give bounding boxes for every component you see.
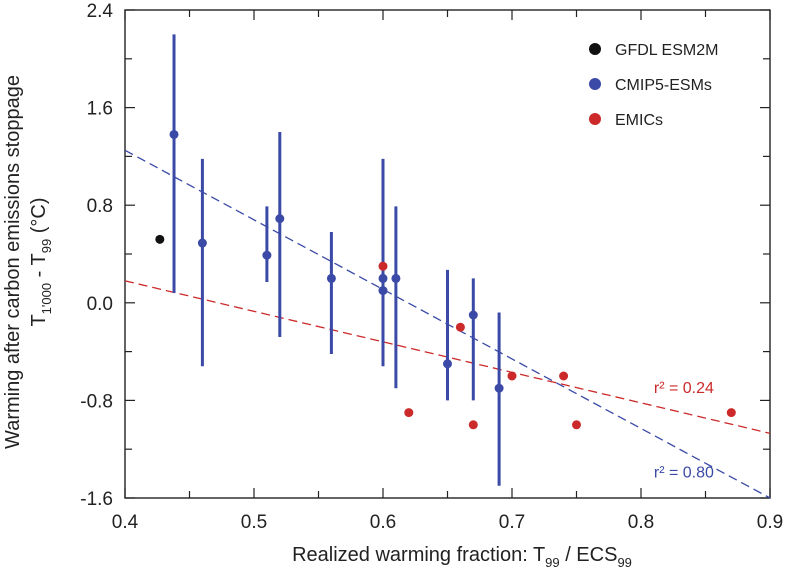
error-bars [172,34,501,486]
data-point [559,371,569,381]
x-tick-label: 0.4 [112,512,139,533]
legend-marker [589,78,601,90]
data-point [443,359,452,369]
y-tick-label: -1.6 [80,489,113,510]
y-axis-title-line1: Warming after carbon emissions stoppage [2,75,24,449]
data-point [468,310,478,320]
data-point [572,420,581,430]
data-point [378,273,388,283]
data-point [262,250,272,260]
data-point [726,408,736,418]
legend-label: EMICs [615,112,663,129]
r-squared-label: r² = 0.80 [654,464,714,481]
data-point [326,273,336,283]
x-tick-label: 0.8 [628,512,654,533]
x-tick-label: 0.9 [757,512,783,533]
y-axis-title-line2: T1'000 - T99 (°C) [28,197,54,326]
legend: GFDL ESM2M CMIP5-ESMs EMICs [589,42,718,129]
data-points [155,129,736,430]
y-tick-label: 0.0 [87,294,113,315]
y-tick-label: -0.8 [80,391,113,412]
legend-marker [589,43,601,55]
data-point [169,129,179,139]
data-point [155,234,165,244]
x-axis-title: Realized warming fraction: T99 / ECS99 [292,544,632,570]
x-tick-label: 0.6 [370,512,396,533]
data-point [378,261,388,271]
legend-label: CMIP5-ESMs [615,77,712,94]
data-point [197,238,207,248]
r-squared-label: r² = 0.24 [654,380,714,397]
data-point [494,383,504,393]
x-tick-label: 0.7 [499,512,525,533]
legend-label: GFDL ESM2M [615,42,718,59]
y-tick-label: 2.4 [87,1,114,22]
y-axis-ticks: -1.6 -0.8 0.0 0.8 1.6 2.4 [80,1,770,510]
y-tick-label: 1.6 [87,99,113,120]
data-point [455,322,465,332]
data-point [404,408,414,418]
data-point [378,286,388,296]
data-point [275,214,285,224]
data-point [468,420,478,430]
regression-line [124,280,771,434]
data-point [507,371,517,381]
x-tick-label: 0.5 [241,512,267,533]
legend-marker [589,113,601,125]
data-point [391,273,401,283]
x-axis-ticks: 0.4 0.5 0.6 0.7 0.8 0.9 [112,10,783,533]
y-tick-label: 0.8 [87,196,113,217]
